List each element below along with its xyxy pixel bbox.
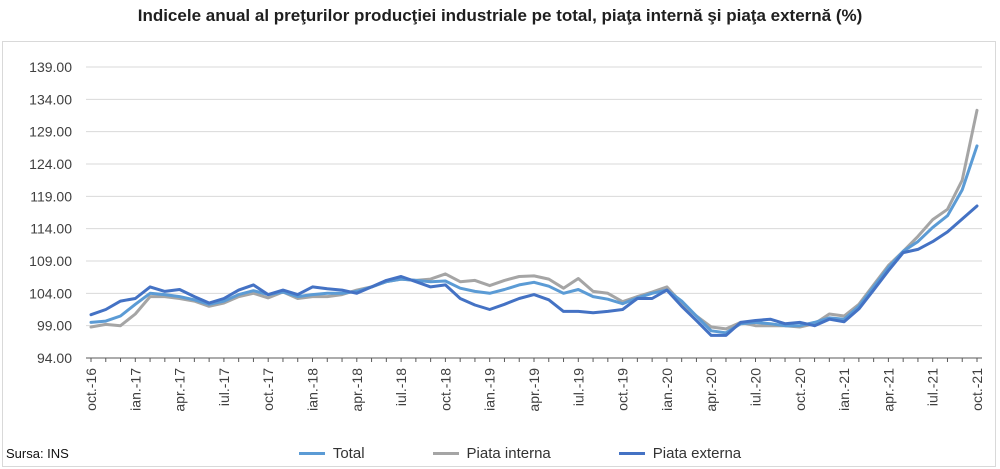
y-axis-tick-labels: 139.00 134.00 129.00 124.00 119.00 114.00 109.… [29,59,72,366]
x-tick-label: iul.-20 [748,368,764,406]
legend-label: Total [332,445,365,462]
legend-swatch [618,452,645,455]
y-tick-label: 104.00 [29,285,72,301]
legend-swatch [298,452,325,455]
x-tick-label: apr.-17 [172,368,188,412]
x-axis-tick-labels: oct.-16 ian.-17 apr.-17 iul.-17 oct.-17 ian.-… [83,368,985,412]
y-tick-label: 124.00 [29,156,72,172]
x-tick-label: oct.-19 [615,368,631,411]
y-tick-label: 114.00 [30,221,72,237]
y-tick-label: 139.00 [29,59,72,75]
x-tick-label: iul.-18 [393,368,409,406]
legend-swatch [432,452,459,455]
chart-title: Indicele anual al preţurilor producţiei … [137,6,863,25]
chart-frame [2,41,996,467]
series-line-interna [89,108,979,331]
x-tick-label: ian.-17 [127,368,143,411]
chart-legend: Total Piata interna Piata externa [0,445,1000,462]
legend-item-interna: Piata interna [393,445,551,462]
x-tick-label: apr.-21 [880,368,896,412]
legend-item-total: Total [259,445,365,462]
y-tick-label: 134.00 [29,91,72,107]
x-tick-label: iul.-19 [570,368,586,406]
x-tick-label: oct.-18 [437,368,453,411]
y-tick-label: 94.00 [37,350,72,366]
y-tick-label: 119.00 [30,188,72,204]
y-tick-label: 129.00 [29,124,72,140]
x-tick-label: apr.-20 [703,368,719,412]
x-tick-label: oct.-16 [83,368,99,411]
series-line-externa [89,204,979,337]
series-lines [89,108,979,337]
x-tick-label: iul.-21 [925,368,941,406]
x-tick-label: apr.-19 [526,368,542,412]
series-line-total [89,144,979,335]
legend-item-externa: Piata externa [579,445,741,462]
x-tick-label: iul.-17 [216,368,232,406]
x-tick-label: oct.-17 [260,368,276,411]
legend-label: Piata externa [652,445,742,462]
gridlines [86,66,982,327]
x-tick-label: ian.-21 [836,368,852,411]
x-tick-label: apr.-18 [349,368,365,412]
source-note: Sursa: INS [6,446,69,461]
y-tick-label: 99.00 [37,318,72,334]
legend-label: Piata interna [466,445,551,462]
x-tick-label: oct.-20 [792,368,808,411]
x-tick-label: oct.-21 [969,368,985,411]
y-tick-label: 109.00 [29,253,72,269]
x-tick-label: ian.-19 [482,368,498,411]
x-tick-label: ian.-20 [659,368,675,411]
x-tick-label: ian.-18 [305,368,321,411]
axes [86,357,982,362]
